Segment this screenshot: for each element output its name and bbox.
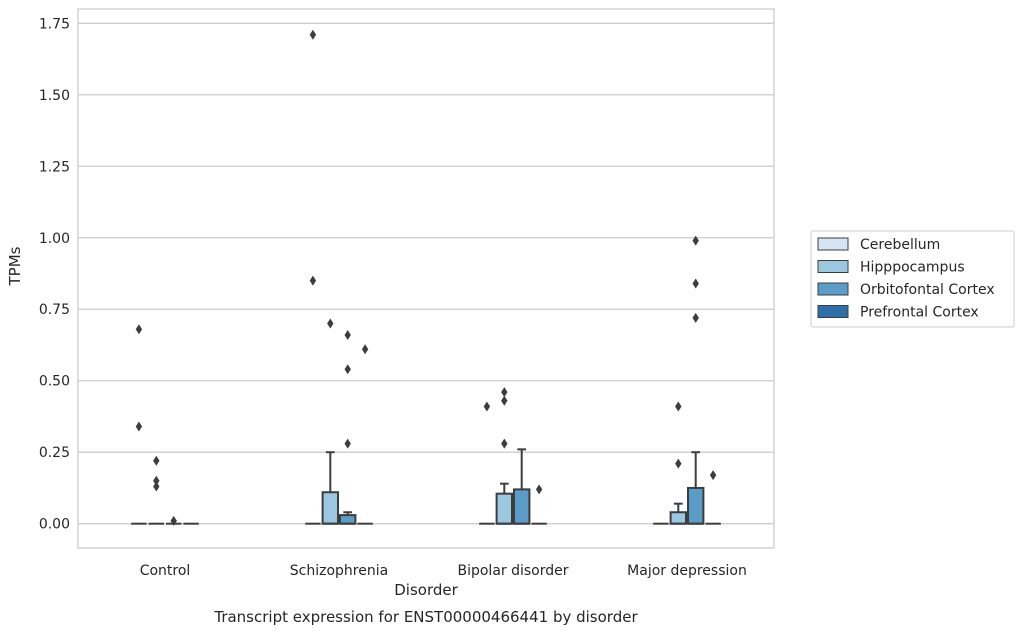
legend-label: Hipppocampus [860, 260, 965, 276]
outlier-point [344, 438, 351, 449]
outlier-point [692, 312, 699, 323]
box [687, 486, 705, 525]
legend-frame [810, 230, 1015, 328]
x-tick-label: Schizophrenia [290, 563, 388, 579]
y-tick-label: 1.00 [39, 231, 70, 247]
legend-swatch [817, 237, 849, 251]
outlier-point [309, 29, 317, 40]
x-tick-label: Control [140, 563, 191, 579]
legend-swatch [817, 260, 849, 273]
x-tick-label: Major depression [627, 563, 747, 579]
y-axis-label: TPMs [6, 246, 24, 286]
box [321, 491, 340, 525]
outlier-point [344, 329, 351, 340]
legend-swatch [817, 305, 849, 318]
outlier-point [309, 275, 317, 286]
chart-caption: Transcript expression for ENST0000046644… [213, 608, 638, 626]
legend-swatch [817, 282, 849, 296]
outlier-point [135, 421, 143, 432]
outlier-point [361, 344, 369, 355]
outlier-point [501, 438, 508, 449]
box [513, 488, 531, 525]
outlier-point [327, 318, 334, 329]
outlier-point [483, 401, 491, 412]
outlier-point [675, 401, 682, 412]
outlier-point [153, 455, 160, 466]
y-tick-label: 0.00 [39, 517, 70, 533]
y-tick-label: 1.50 [39, 88, 70, 104]
outlier-point [501, 395, 508, 406]
outlier-point [709, 470, 717, 481]
legend-label: Cerebellum [860, 237, 940, 253]
outlier-point [153, 475, 160, 486]
y-tick-label: 0.75 [39, 302, 70, 318]
x-axis-ticks: Control Schizophrenia Bipolar disorder Majo… [140, 563, 747, 579]
outlier-point [344, 364, 351, 375]
y-tick-label: 1.25 [39, 159, 70, 175]
outlier-point [675, 458, 682, 469]
x-tick-label: Bipolar disorder [457, 563, 568, 579]
box [339, 514, 357, 525]
outlier-point [153, 481, 160, 492]
outlier-point [535, 484, 543, 495]
y-tick-label: 1.75 [39, 16, 70, 32]
outlier-point [170, 515, 177, 526]
legend-label: Prefrontal Cortex [860, 305, 979, 321]
y-tick-label: 0.25 [39, 445, 70, 461]
y-tick-label: 0.50 [39, 374, 70, 390]
y-axis-ticks: 0.00 0.25 0.50 0.75 1.00 1.25 1.50 1.75 [39, 16, 70, 532]
x-axis-label: Disorder [394, 581, 458, 599]
boxes [131, 448, 721, 525]
plot-area-frame [77, 8, 775, 549]
legend: Cerebellum Hipppocampus Orbitofontal Corte… [810, 230, 1015, 328]
grid-lines [78, 22, 774, 525]
box [495, 492, 514, 525]
outlier-points [135, 29, 717, 526]
outlier-point [692, 235, 699, 246]
outlier-point [501, 387, 508, 398]
outlier-point [692, 278, 699, 289]
box [669, 511, 687, 525]
outlier-point [135, 324, 143, 335]
legend-label: Orbitofontal Cortex [860, 282, 995, 298]
